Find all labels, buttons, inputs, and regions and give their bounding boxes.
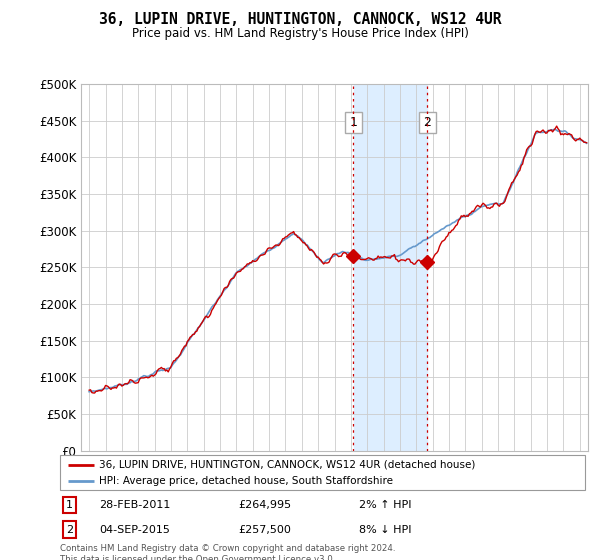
Text: 2: 2	[66, 525, 73, 535]
FancyBboxPatch shape	[60, 455, 585, 490]
Text: £257,500: £257,500	[239, 525, 292, 535]
Text: £264,995: £264,995	[239, 500, 292, 510]
Text: 1: 1	[350, 116, 358, 129]
Text: HPI: Average price, detached house, South Staffordshire: HPI: Average price, detached house, Sout…	[100, 477, 394, 486]
Text: 04-SEP-2015: 04-SEP-2015	[100, 525, 170, 535]
Text: 36, LUPIN DRIVE, HUNTINGTON, CANNOCK, WS12 4UR (detached house): 36, LUPIN DRIVE, HUNTINGTON, CANNOCK, WS…	[100, 460, 476, 470]
Text: 2% ↑ HPI: 2% ↑ HPI	[359, 500, 412, 510]
Text: Contains HM Land Registry data © Crown copyright and database right 2024.
This d: Contains HM Land Registry data © Crown c…	[60, 544, 395, 560]
Text: 8% ↓ HPI: 8% ↓ HPI	[359, 525, 412, 535]
Text: 1: 1	[66, 500, 73, 510]
Text: Price paid vs. HM Land Registry's House Price Index (HPI): Price paid vs. HM Land Registry's House …	[131, 27, 469, 40]
Text: 2: 2	[423, 116, 431, 129]
Text: 36, LUPIN DRIVE, HUNTINGTON, CANNOCK, WS12 4UR: 36, LUPIN DRIVE, HUNTINGTON, CANNOCK, WS…	[99, 12, 501, 27]
Text: 28-FEB-2011: 28-FEB-2011	[100, 500, 171, 510]
